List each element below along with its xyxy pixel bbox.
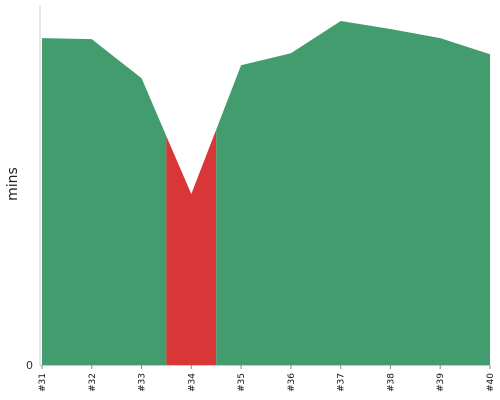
- x-tick-label: #39: [436, 373, 446, 392]
- x-tick-label: #33: [138, 373, 148, 392]
- x-tick-label: #31: [38, 373, 48, 392]
- y-axis-zero-label: 0: [26, 359, 33, 372]
- x-tick-label: #38: [386, 373, 396, 392]
- area-segment-ok-2: [216, 21, 490, 365]
- y-axis-title: mins: [5, 167, 21, 201]
- x-tick-label: #35: [237, 373, 247, 392]
- x-tick-label: #36: [287, 373, 297, 392]
- area-segment-ok-0: [42, 38, 167, 365]
- area-segment-fail-1: [166, 129, 217, 365]
- x-tick-label: #32: [88, 373, 98, 392]
- x-tick-label: #37: [337, 373, 347, 392]
- x-axis-ticks: #31 #32 #33 #34 #35 #36 #37 #38 #39 #40: [38, 365, 496, 392]
- x-tick-label: #34: [187, 373, 197, 392]
- area-segments: [42, 21, 490, 365]
- x-tick-label: #40: [486, 373, 496, 392]
